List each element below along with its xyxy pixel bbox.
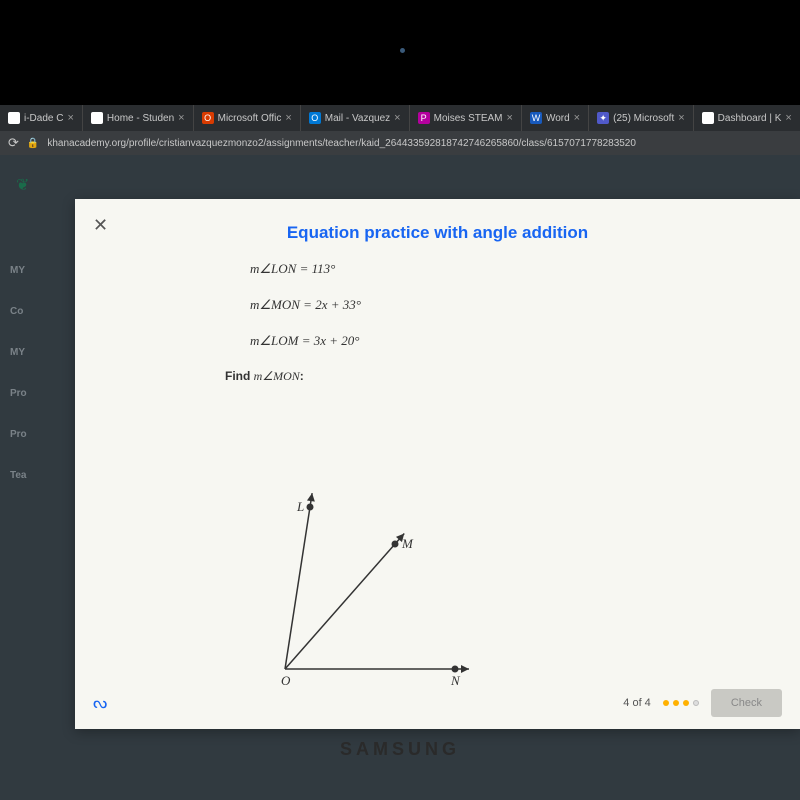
tab-close-icon[interactable]: × <box>507 112 513 124</box>
browser-tab[interactable]: P Moises STEAM × <box>410 105 522 131</box>
svg-text:N: N <box>450 673 461 688</box>
browser-tab[interactable]: ⌂ Home - Studen × <box>83 105 194 131</box>
tab-label: (25) Microsoft <box>613 113 674 124</box>
progress-indicator: 4 of 4 Check <box>623 689 782 717</box>
tab-close-icon[interactable]: × <box>785 112 791 124</box>
hint-icon[interactable]: ᔓ <box>93 693 107 713</box>
tab-label: Dashboard | K <box>718 113 782 124</box>
sidebar-item[interactable]: MY <box>10 265 70 276</box>
sidebar-item[interactable]: Tea <box>10 470 70 481</box>
sidebar-item[interactable]: Pro <box>10 429 70 440</box>
tab-close-icon[interactable]: × <box>678 112 684 124</box>
page-background: ❦ MY Co MY Pro Pro Tea ✕ Equation practice wi… <box>0 155 800 800</box>
monitor-brand: SAMSUNG <box>340 739 460 760</box>
url-text: khanacademy.org/profile/cristianvazquezm… <box>47 138 792 149</box>
svg-text:L: L <box>296 499 304 514</box>
lock-icon: 🔒 <box>27 138 39 149</box>
angle-diagram: O N M L <box>225 489 505 699</box>
equation-3: m∠LOM = 3x + 20° <box>250 333 800 349</box>
check-button[interactable]: Check <box>711 689 782 717</box>
address-bar[interactable]: ⟳ 🔒 khanacademy.org/profile/cristianvazq… <box>0 131 800 155</box>
tab-close-icon[interactable]: × <box>574 112 580 124</box>
favicon-icon <box>8 112 20 124</box>
favicon-icon: ◈ <box>702 112 714 124</box>
browser-tab[interactable]: W Word × <box>522 105 589 131</box>
reload-icon[interactable]: ⟳ <box>8 135 19 151</box>
favicon-icon: O <box>202 112 214 124</box>
close-icon[interactable]: ✕ <box>93 215 108 236</box>
khan-logo-icon[interactable]: ❦ <box>16 175 29 195</box>
modal-footer: ᔓ 4 of 4 Check <box>93 689 782 717</box>
browser-tab[interactable]: O Microsoft Offic× <box>194 105 301 131</box>
sidebar-item[interactable]: Pro <box>10 388 70 399</box>
favicon-icon: W <box>530 112 542 124</box>
tab-close-icon[interactable]: × <box>285 112 291 124</box>
sidebar-item[interactable]: MY <box>10 347 70 358</box>
equation-2: m∠MON = 2x + 33° <box>250 297 800 313</box>
tab-label: Microsoft Offic <box>218 113 282 124</box>
tab-label: Word <box>546 113 570 124</box>
equation-1: m∠LON = 113° <box>250 261 800 277</box>
favicon-icon: ✦ <box>597 112 609 124</box>
tab-close-icon[interactable]: × <box>394 112 400 124</box>
sidebar: MY Co MY Pro Pro Tea <box>10 265 70 481</box>
favicon-icon: O <box>309 112 321 124</box>
webcam-dot <box>400 48 405 53</box>
exercise-title: Equation practice with angle addition <box>75 199 800 261</box>
tab-label: Moises STEAM <box>434 113 503 124</box>
svg-text:M: M <box>401 536 414 551</box>
browser-tab[interactable]: ✦ (25) Microsoft × <box>589 105 694 131</box>
progress-text: 4 of 4 <box>623 697 651 709</box>
tab-close-icon[interactable]: × <box>67 112 73 124</box>
browser-tab[interactable]: ◈ Dashboard | K× <box>694 105 800 131</box>
tab-label: Home - Studen <box>107 113 174 124</box>
find-prompt: Find m∠MON: <box>225 369 800 384</box>
camera-bezel <box>0 0 800 105</box>
browser-tabs: i-Dade C × ⌂ Home - Studen × O Microsoft Offic… <box>0 105 800 131</box>
exercise-modal: ✕ Equation practice with angle addition … <box>75 199 800 729</box>
browser-tab[interactable]: i-Dade C × <box>0 105 83 131</box>
sidebar-item[interactable]: Co <box>10 306 70 317</box>
progress-dots <box>663 700 699 706</box>
favicon-icon: P <box>418 112 430 124</box>
svg-text:O: O <box>281 673 291 688</box>
tab-label: i-Dade C <box>24 113 63 124</box>
favicon-icon: ⌂ <box>91 112 103 124</box>
tab-label: Mail - Vazquez <box>325 113 390 124</box>
browser-tab[interactable]: O Mail - Vazquez × <box>301 105 410 131</box>
tab-close-icon[interactable]: × <box>178 112 184 124</box>
